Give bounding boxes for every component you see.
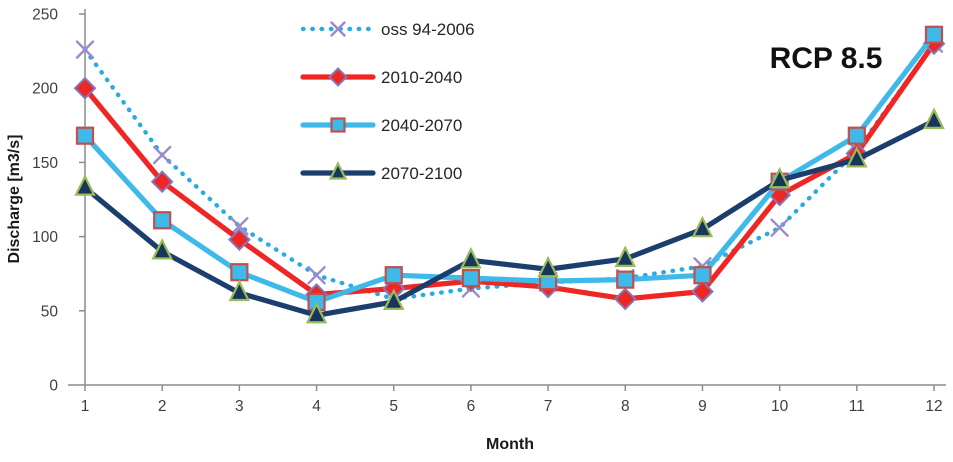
series-marker-2010-2040 bbox=[150, 170, 174, 194]
series-marker-2070-2100 bbox=[74, 174, 96, 196]
legend-marker bbox=[328, 161, 348, 180]
x-tick-label: 7 bbox=[544, 398, 553, 415]
series-marker-2070-2100 bbox=[614, 245, 637, 267]
y-tick-label: 0 bbox=[49, 378, 58, 395]
series-marker-2040-2070 bbox=[616, 270, 635, 289]
series-marker-2040-2070 bbox=[461, 269, 481, 288]
series-marker-2040-2070 bbox=[847, 126, 866, 145]
series-marker-2070-2100 bbox=[228, 279, 251, 302]
y-tick-label: 200 bbox=[32, 81, 58, 98]
series-marker-oss-94-2006 bbox=[152, 145, 172, 165]
series-marker-2070-2100 bbox=[537, 255, 559, 278]
series-marker-2070-2100 bbox=[768, 166, 791, 189]
series-marker-oss-94-2006 bbox=[230, 217, 249, 236]
legend-label: 2010-2040 bbox=[381, 68, 462, 87]
legend-marker bbox=[330, 21, 346, 37]
series-line-2010-2040 bbox=[82, 41, 937, 302]
series-marker-2040-2070 bbox=[75, 126, 95, 145]
legend-marker bbox=[330, 117, 346, 133]
series-marker-oss-94-2006 bbox=[75, 40, 95, 59]
series-marker-2070-2100 bbox=[382, 288, 405, 310]
legend-label: oss 94-2006 bbox=[381, 20, 475, 39]
x-tick-label: 8 bbox=[621, 398, 630, 415]
y-tick-label: 250 bbox=[32, 7, 58, 24]
series-marker-2070-2100 bbox=[846, 145, 868, 168]
series-marker-2040-2070 bbox=[230, 263, 249, 282]
series-marker-2040-2070 bbox=[153, 211, 172, 230]
x-tick-label: 6 bbox=[467, 398, 476, 415]
x-tick-label: 9 bbox=[698, 398, 707, 415]
series-marker-2070-2100 bbox=[151, 237, 173, 260]
scenario-label: RCP 8.5 bbox=[769, 42, 883, 75]
series-marker-2010-2040 bbox=[73, 76, 97, 100]
series-marker-2040-2070 bbox=[384, 266, 403, 285]
x-tick-label: 11 bbox=[849, 398, 865, 415]
x-tick-label: 4 bbox=[312, 398, 321, 415]
y-tick-label: 150 bbox=[32, 155, 58, 172]
series-marker-2040-2070 bbox=[924, 25, 944, 44]
series-line-2070-2100 bbox=[82, 118, 937, 318]
x-tick-label: 10 bbox=[771, 398, 789, 415]
series-marker-2010-2040 bbox=[691, 280, 714, 303]
series-marker-2070-2100 bbox=[691, 215, 714, 238]
legend-marker bbox=[328, 67, 348, 87]
x-tick-label: 3 bbox=[235, 398, 244, 415]
series-marker-oss-94-2006 bbox=[307, 265, 326, 285]
series-marker-2070-2100 bbox=[305, 301, 328, 324]
x-axis-title: Month bbox=[486, 436, 534, 453]
series-marker-2040-2070 bbox=[693, 266, 712, 285]
legend-label: 2070-2100 bbox=[381, 164, 462, 183]
series-line-2040-2070 bbox=[82, 32, 937, 305]
x-tick-label: 2 bbox=[158, 398, 167, 415]
series-marker-2010-2040 bbox=[227, 228, 251, 251]
series-marker-2010-2040 bbox=[613, 287, 637, 311]
x-tick-label: 5 bbox=[389, 398, 398, 415]
y-tick-label: 50 bbox=[41, 303, 59, 320]
x-tick-label: 1 bbox=[81, 398, 90, 415]
x-tick-label: 12 bbox=[925, 398, 942, 415]
series-marker-oss-94-2006 bbox=[770, 218, 789, 237]
legend-label: 2040-2070 bbox=[381, 116, 462, 135]
series-marker-2070-2100 bbox=[923, 107, 945, 129]
y-axis-title: Discharge [m3/s] bbox=[6, 134, 23, 264]
y-tick-label: 100 bbox=[32, 229, 58, 246]
series-marker-2070-2100 bbox=[460, 246, 482, 269]
